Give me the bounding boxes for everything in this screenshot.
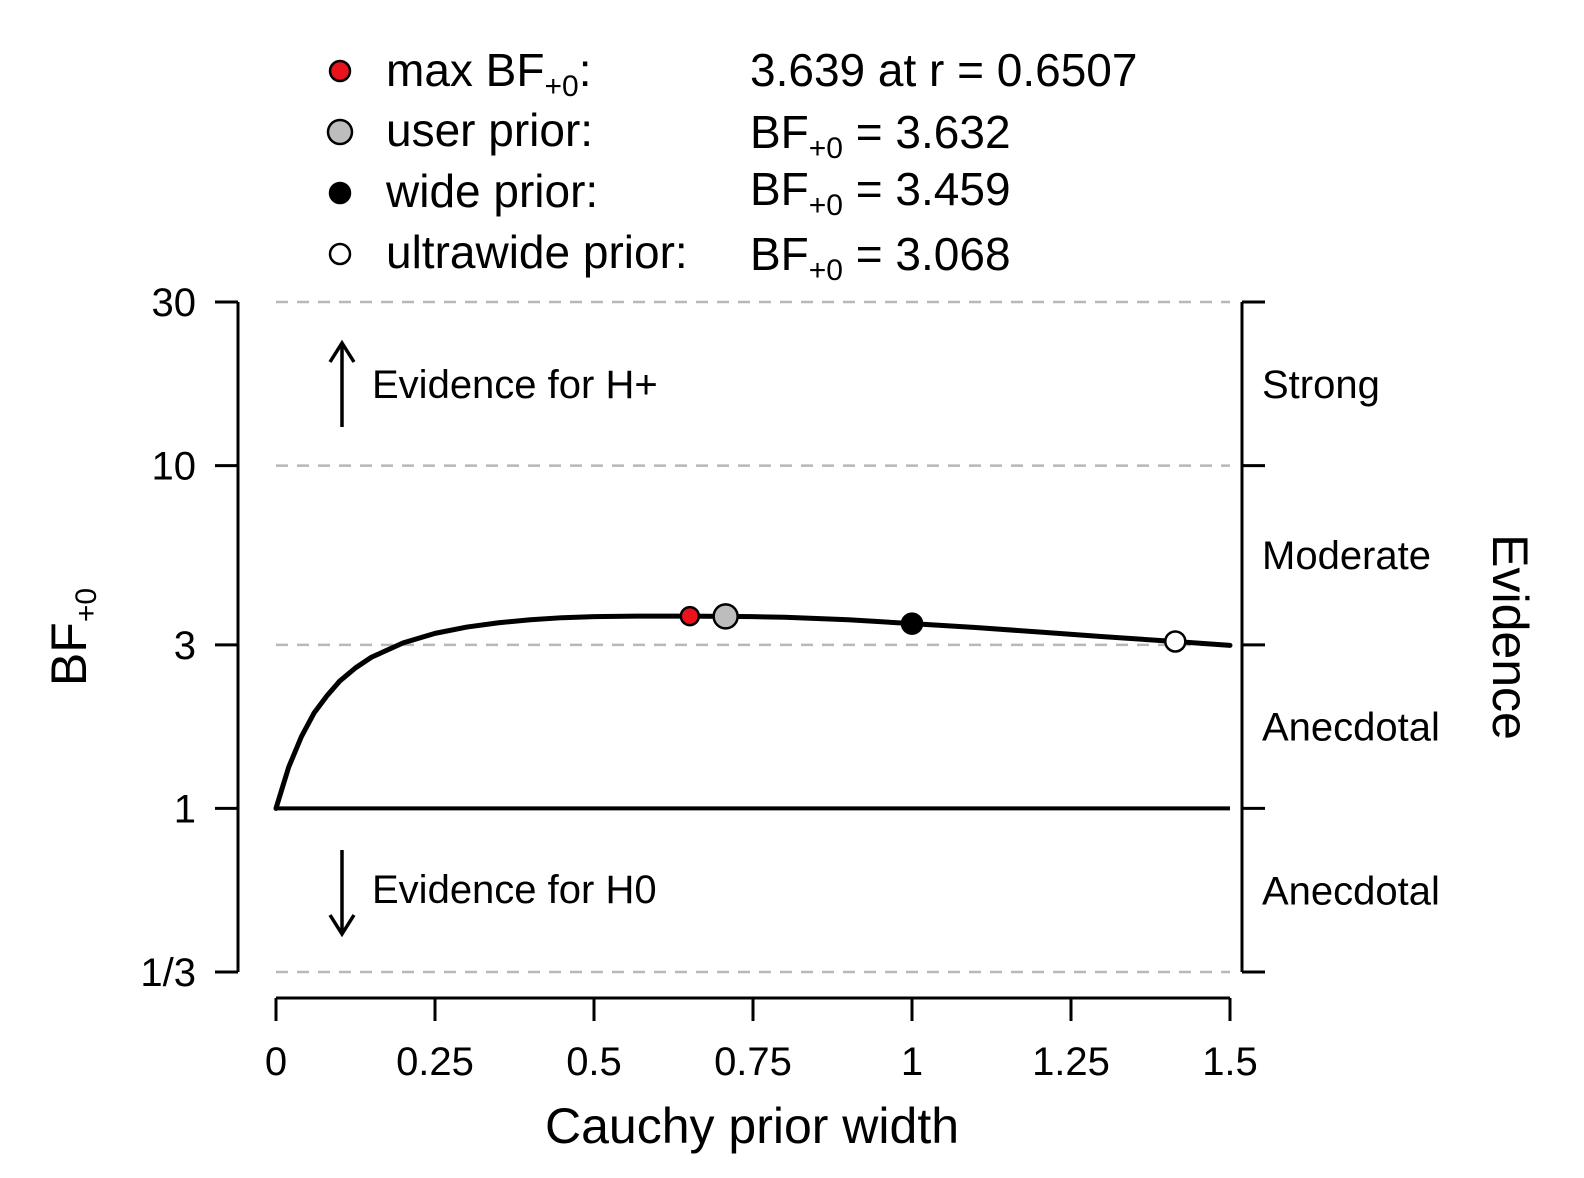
- legend-value-ultrawide-text: = 3.068: [843, 228, 1011, 280]
- evidence-label-strong-0: Strong: [1262, 363, 1380, 407]
- legend-value-wide-text: = 3.459: [843, 163, 1011, 215]
- legend-label-max-suffix: :: [579, 44, 592, 96]
- legend-row-wide: wide prior: BF+0 = 3.459: [328, 163, 1011, 222]
- annotation-h-plus-text: Evidence for H+: [372, 363, 658, 407]
- point-max: [679, 605, 701, 627]
- legend-marker-ultrawide: [328, 242, 352, 266]
- annotation-h-zero: Evidence for H0: [328, 850, 657, 938]
- point-ultrawide: [1164, 630, 1187, 653]
- legend-label-user: user prior:: [386, 104, 593, 156]
- legend-row-ultrawide: ultrawide prior: BF+0 = 3.068: [328, 226, 1011, 287]
- gridlines: [276, 300, 1230, 974]
- legend-value-user: BF+0 = 3.632: [750, 106, 1011, 165]
- x-tick-label-2: 0.5: [566, 1040, 622, 1084]
- legend-row-user: user prior: BF+0 = 3.632: [326, 104, 1011, 165]
- x-tick-label-6: 1.5: [1202, 1040, 1258, 1084]
- point-wide: [900, 612, 924, 635]
- x-axis-title: Cauchy prior width: [545, 1098, 959, 1154]
- y-tick-label-2: 3: [174, 624, 196, 668]
- y-axis-ticks: 1/3 1 3 10 30: [140, 281, 1265, 995]
- y-tick-label-3: 10: [152, 445, 197, 489]
- y-tick-label-0: 1/3: [140, 951, 196, 995]
- evidence-label-anecdotal-3: Anecdotal: [1262, 869, 1440, 913]
- x-axis-ticks: 0 0.25 0.5 0.75 1 1.25 1.5: [265, 998, 1258, 1084]
- legend-value-wide-prefix: BF: [750, 163, 809, 215]
- annotation-h-plus: Evidence for H+: [328, 339, 658, 427]
- legend-marker-max: [328, 59, 352, 83]
- legend-label-ultrawide: ultrawide prior:: [386, 226, 688, 278]
- up-arrow-head: [328, 339, 356, 363]
- annotation-h-zero-text: Evidence for H0: [372, 868, 657, 912]
- legend-value-ultrawide: BF+0 = 3.068: [750, 228, 1011, 287]
- evidence-label-moderate-1: Moderate: [1262, 534, 1431, 578]
- legend-row-max: max BF+0: 3.639 at r = 0.6507: [328, 44, 1137, 103]
- legend-value-user-sub: +0: [809, 132, 843, 165]
- y-axis-title: BF+0: [41, 588, 103, 686]
- down-arrow-head: [328, 914, 356, 938]
- legend-value-wide-sub: +0: [809, 189, 843, 222]
- points-layer: [679, 603, 1187, 653]
- legend-value-user-prefix: BF: [750, 106, 809, 158]
- x-tick-label-3: 0.75: [714, 1040, 792, 1084]
- bf-robustness-curve: [273, 613, 1233, 811]
- legend-value-max: 3.639 at r = 0.6507: [750, 44, 1137, 96]
- point-user: [712, 603, 739, 630]
- evidence-label-anecdotal-2: Anecdotal: [1262, 706, 1440, 750]
- legend-label-wide: wide prior:: [385, 165, 598, 217]
- legend-label-max: max BF+0:: [386, 44, 591, 103]
- evidence-labels: Strong Moderate Anecdotal Anecdotal: [1262, 363, 1440, 913]
- legend-marker-user: [326, 118, 354, 146]
- y-tick-label-4: 30: [152, 281, 197, 325]
- legend-label-max-main: max BF: [386, 44, 544, 96]
- x-tick-label-0: 0: [265, 1040, 287, 1084]
- curve-layer: [273, 613, 1233, 811]
- x-tick-label-1: 0.25: [396, 1040, 474, 1084]
- legend: max BF+0: 3.639 at r = 0.6507 user prior…: [326, 44, 1137, 287]
- legend-value-ultrawide-sub: +0: [809, 254, 843, 287]
- legend-value-wide: BF+0 = 3.459: [750, 163, 1011, 222]
- y-tick-label-1: 1: [174, 787, 196, 831]
- y-axis-title-main: BF: [41, 622, 97, 686]
- y-axis-title-sub: +0: [70, 588, 103, 622]
- legend-value-user-text: = 3.632: [843, 106, 1011, 158]
- x-tick-label-5: 1.25: [1032, 1040, 1110, 1084]
- legend-marker-wide: [328, 181, 352, 205]
- evidence-axis-title: Evidence: [1482, 534, 1538, 740]
- legend-label-max-sub: +0: [544, 70, 578, 103]
- legend-value-ultrawide-prefix: BF: [750, 228, 809, 280]
- x-tick-label-4: 1: [901, 1040, 923, 1084]
